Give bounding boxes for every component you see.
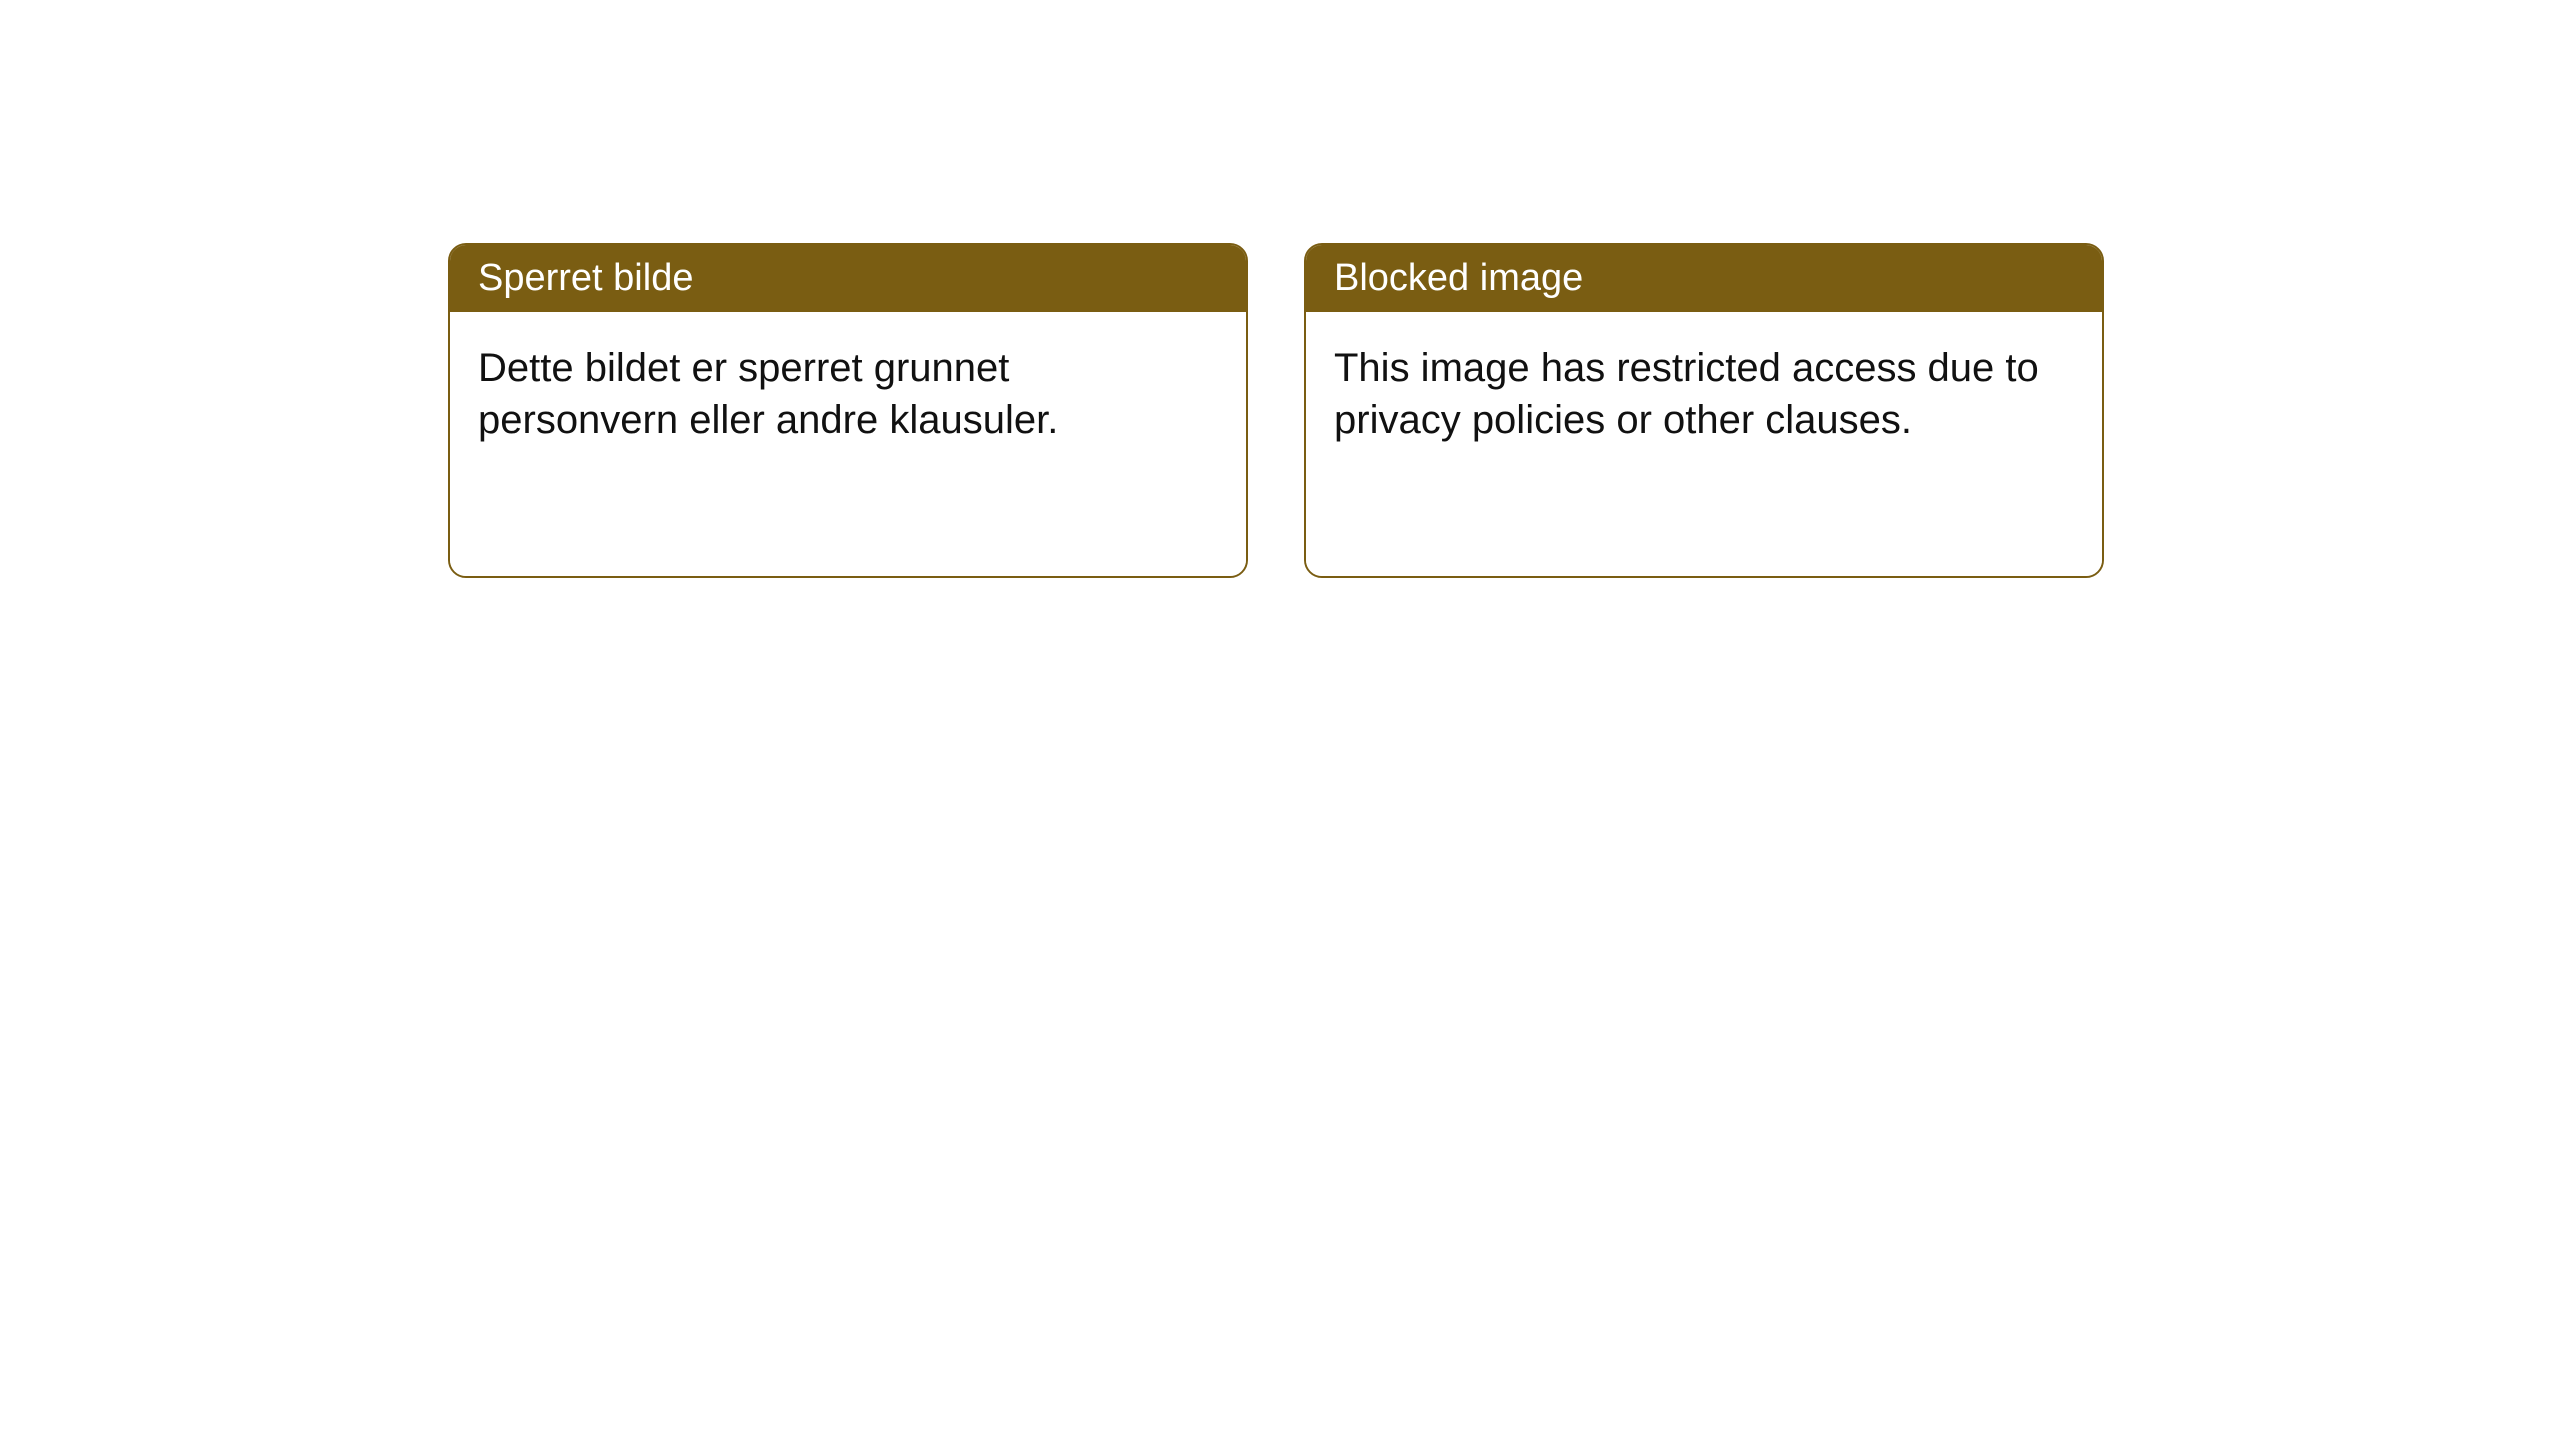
notice-card-english: Blocked image This image has restricted … [1304,243,2104,578]
notice-body-english: This image has restricted access due to … [1306,312,2102,576]
notice-header-english: Blocked image [1306,245,2102,312]
notice-card-norwegian: Sperret bilde Dette bildet er sperret gr… [448,243,1248,578]
notice-container: Sperret bilde Dette bildet er sperret gr… [0,0,2560,578]
notice-header-norwegian: Sperret bilde [450,245,1246,312]
notice-body-norwegian: Dette bildet er sperret grunnet personve… [450,312,1246,576]
